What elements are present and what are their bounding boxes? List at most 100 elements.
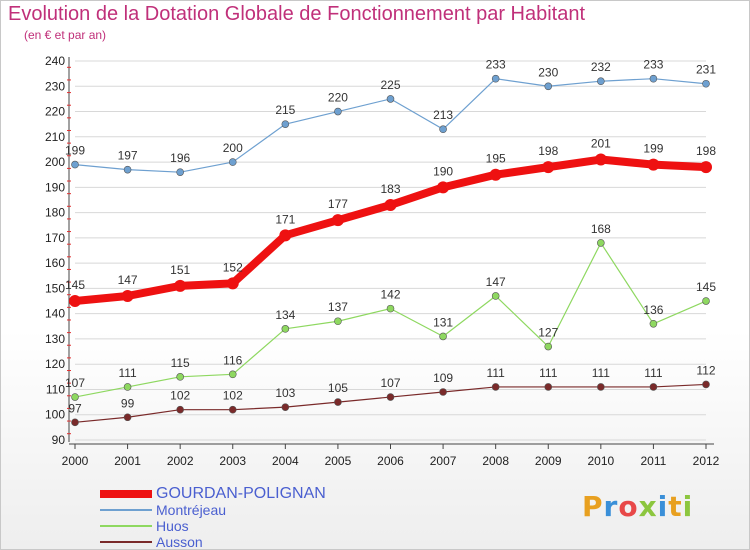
legend-label: GOURDAN-POLIGNAN [156,485,326,502]
logo-letter: t [668,490,683,523]
data-point [649,74,658,83]
proxiti-logo: Proxiti [582,490,693,523]
x-tick-label: 2011 [641,454,667,468]
data-point [226,277,239,290]
legend-label: Huos [156,518,189,534]
data-point [174,279,187,292]
data-label: 196 [170,151,190,165]
data-label: 215 [275,103,295,117]
y-tick-label: 120 [45,357,65,371]
data-label: 116 [223,353,242,367]
data-point [228,405,237,414]
y-tick-label: 90 [52,433,66,447]
data-label: 111 [644,366,663,380]
data-point [544,342,553,351]
data-point [279,229,292,242]
y-tick-label: 100 [45,408,65,422]
data-label: 230 [538,65,558,79]
data-label: 233 [643,58,663,72]
data-label: 107 [65,376,85,390]
data-label: 102 [223,389,243,403]
data-point [542,161,555,174]
data-point [228,370,237,379]
data-point [334,398,342,406]
data-point [439,388,447,396]
data-point [544,82,553,91]
data-label: 232 [591,60,611,74]
data-point [281,120,290,128]
y-tick-label: 190 [45,180,65,194]
data-point [386,304,395,313]
logo-letter: x [638,490,658,523]
data-point [544,383,553,391]
data-point [386,95,395,103]
data-label: 103 [275,386,295,400]
data-label: 225 [380,78,400,92]
y-tick-label: 160 [45,256,65,270]
y-tick-label: 230 [45,79,65,93]
data-point [281,403,290,411]
y-tick-label: 110 [46,382,65,396]
data-label: 115 [171,356,190,370]
data-label: 199 [643,142,663,156]
data-label: 200 [223,141,243,155]
x-tick-label: 2008 [482,454,509,468]
data-label: 105 [328,381,348,395]
data-point [491,292,500,300]
data-point [176,168,184,176]
data-label: 99 [121,396,135,410]
data-label: 231 [696,63,716,77]
logo-letter: i [657,490,669,523]
x-tick-label: 2004 [272,454,299,468]
data-label: 233 [486,58,506,72]
legend-swatch [100,490,152,498]
data-label: 198 [538,144,558,158]
data-label: 168 [591,222,611,236]
x-tick-label: 2012 [693,454,720,468]
x-tick-label: 2001 [114,454,141,468]
legend-swatch [100,525,152,527]
data-label: 112 [696,363,715,377]
series-line [71,155,710,306]
data-label: 213 [433,108,453,122]
data-label: 183 [380,182,400,196]
x-tick-label: 2009 [535,454,562,468]
data-label: 147 [118,273,138,287]
data-label: 220 [328,91,348,105]
data-point [700,161,712,174]
logo-letter: P [582,490,604,523]
data-point [597,383,605,391]
data-point [437,181,450,194]
logo-letter: r [603,490,619,523]
data-point [439,332,447,341]
data-label: 127 [538,326,558,340]
data-point [647,158,660,171]
data-label: 142 [380,288,400,302]
x-tick-label: 2000 [62,454,89,468]
data-point [439,125,447,134]
data-point [69,295,81,308]
data-label: 102 [170,389,190,403]
legend-swatch [100,509,152,511]
data-point [334,317,342,326]
data-label: 131 [433,315,453,329]
data-point [228,158,237,166]
data-point [71,160,79,169]
data-point [702,79,710,88]
data-label: 111 [118,366,137,380]
x-tick-label: 2005 [325,454,352,468]
data-point [281,325,290,333]
logo-letter: i [682,490,694,523]
data-point [649,383,658,391]
data-point [123,413,132,422]
y-tick-label: 200 [45,155,65,169]
data-point [176,405,184,414]
data-point [123,165,132,174]
data-label: 197 [118,149,138,163]
y-tick-label: 210 [45,130,65,144]
data-label: 134 [275,308,295,322]
data-label: 136 [643,303,663,317]
chart-subtitle: (en € et par an) [24,28,107,42]
data-point [121,289,134,302]
